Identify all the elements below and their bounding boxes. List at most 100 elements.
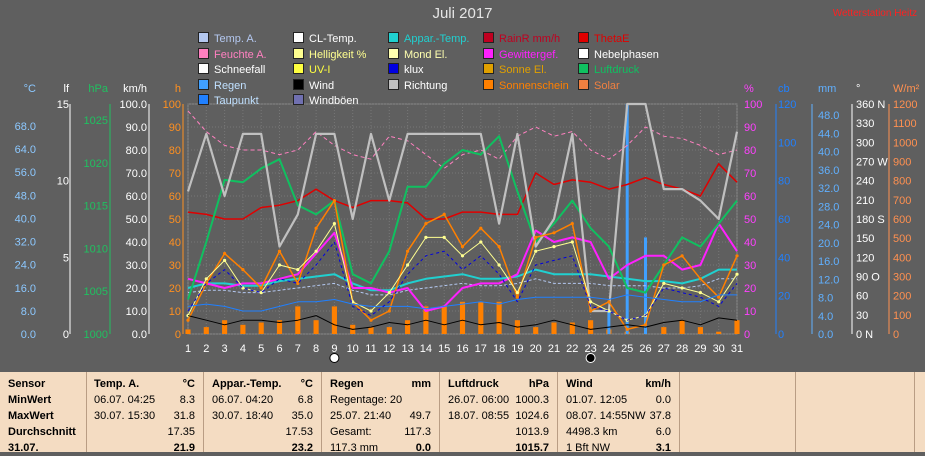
- sunshine-bar: [331, 306, 337, 334]
- hpa-tick-label: 1000: [84, 329, 108, 341]
- legend-item: Taupunkt: [198, 94, 259, 107]
- mm-tick-label: 0.0: [818, 329, 833, 341]
- legend-label: Temp. A.: [214, 33, 257, 45]
- series-point: [698, 277, 703, 281]
- rain-bar: [625, 104, 629, 334]
- stats-min-time: 26.07. 06:00: [448, 394, 510, 406]
- sunshine-bar: [697, 327, 703, 334]
- legend-swatch: [388, 78, 399, 90]
- legend-swatch: [198, 94, 209, 105]
- series-point: [607, 309, 611, 313]
- series-point: [259, 291, 263, 295]
- series-point: [698, 291, 703, 295]
- mm-tick-label: 32.0: [818, 183, 839, 195]
- cb-axis-title: cb: [778, 83, 790, 95]
- legend-label: Windböen: [309, 95, 359, 107]
- stats-unit: km/h: [645, 378, 671, 390]
- deg-axis-title: °: [856, 83, 860, 95]
- series-point: [406, 263, 410, 267]
- lf-axis-title: lf: [64, 83, 70, 95]
- lf-tick-label: 10: [57, 176, 69, 188]
- legend-label: Sonne El.: [499, 64, 547, 76]
- temp-tick-label: 0.0: [21, 329, 36, 341]
- x-tick-label: 23: [584, 343, 596, 355]
- x-tick-label: 30: [713, 343, 725, 355]
- deg-tick-label: 270 W: [856, 157, 888, 169]
- series-point: [186, 318, 190, 322]
- stats-min-time: 06.07. 04:25: [94, 394, 156, 406]
- legend-item: ThetaE: [578, 32, 629, 45]
- series-point: [497, 245, 501, 249]
- sunshine-bar: [459, 301, 466, 334]
- series-point: [314, 226, 318, 230]
- series-point: [424, 235, 428, 239]
- legend-swatch: [293, 63, 304, 74]
- stats-avg-value: 1013.9: [515, 426, 549, 438]
- legend-swatch: [483, 78, 494, 90]
- sunshine-bar: [569, 322, 575, 334]
- stats-current-label: 117.3 mm: [330, 442, 379, 454]
- temp-tick-label: 8.0: [21, 306, 36, 318]
- stats-sensor-name: Temp. A.: [94, 378, 140, 390]
- legend-item: CL-Temp.: [293, 32, 357, 45]
- series-point: [607, 300, 611, 304]
- series-point: [296, 281, 300, 285]
- series-point: [387, 291, 391, 295]
- legend-item: Richtung: [388, 78, 447, 92]
- row-label-sensor: Sensor: [8, 378, 46, 390]
- legend-label: Taupunkt: [214, 95, 259, 107]
- series-point: [204, 277, 208, 281]
- legend-swatch: [578, 63, 589, 74]
- sunshine-bar: [240, 324, 246, 334]
- hpa-axis-title: hPa: [88, 83, 108, 95]
- legend-swatch: [293, 47, 304, 59]
- legend-label: Wind: [309, 79, 335, 92]
- sunshine-bar: [679, 320, 685, 334]
- legend-item: Sonne El.: [483, 63, 547, 76]
- h-tick-label: 0: [175, 329, 181, 341]
- stats-avg-label: Gesamt:: [330, 426, 372, 438]
- full-moon-icon: [329, 353, 340, 363]
- stats-min-value: 8.3: [179, 394, 195, 406]
- legend-item: Gewittergef.: [483, 47, 558, 61]
- series-point: [680, 254, 684, 258]
- series-point: [552, 231, 556, 235]
- pct-tick-label: 70: [744, 168, 756, 180]
- series-point: [424, 222, 428, 226]
- series-point: [314, 249, 318, 253]
- wm2-tick-label: 1000: [893, 137, 917, 149]
- mm-tick-label: 24.0: [818, 220, 839, 232]
- mm-tick-label: 16.0: [818, 256, 839, 268]
- mm-tick-label: 36.0: [818, 165, 839, 177]
- deg-tick-label: 360 N: [856, 99, 885, 111]
- series-point: [223, 258, 227, 262]
- legend-swatch: [198, 63, 209, 74]
- deg-tick-label: 300: [856, 137, 874, 149]
- x-tick-label: 21: [548, 343, 560, 355]
- kmh-tick-label: 30.0: [126, 260, 147, 272]
- kmh-tick-label: 90.0: [126, 122, 147, 134]
- stats-section-regen: Regen mm Regentage: 20 25.07. 21:40 49.7 Gesa…: [322, 372, 440, 454]
- mm-tick-label: 8.0: [818, 293, 833, 305]
- pct-tick-label: 0: [744, 329, 750, 341]
- series-point: [406, 249, 410, 253]
- legend-label: UV-I: [309, 64, 331, 76]
- weather-chart: 1 2 3 4 5 6 7 8 9 10 11 12 13 14 15 16 17 18 19 20 21 22 23 24 2…: [15, 83, 920, 363]
- cb-tick-label: 60: [778, 214, 790, 226]
- kmh-tick-label: 10.0: [126, 306, 147, 318]
- series-point: [680, 286, 684, 290]
- wm2-tick-label: 1100: [893, 118, 917, 130]
- sunshine-bar: [496, 301, 502, 334]
- stats-unit: mm: [411, 378, 431, 390]
- sunshine-bar: [661, 327, 667, 334]
- cb-tick-label: 0: [778, 329, 784, 341]
- series-point: [332, 222, 336, 226]
- stats-avg-value: 17.53: [285, 426, 313, 438]
- kmh-tick-label: 40.0: [126, 237, 147, 249]
- sunshine-bar: [222, 320, 228, 334]
- mm-tick-label: 44.0: [818, 128, 839, 140]
- kmh-tick-label: 20.0: [126, 283, 147, 295]
- series-point: [369, 318, 373, 322]
- series-line-temp-a-: [187, 278, 737, 296]
- x-tick-label: 28: [676, 343, 688, 355]
